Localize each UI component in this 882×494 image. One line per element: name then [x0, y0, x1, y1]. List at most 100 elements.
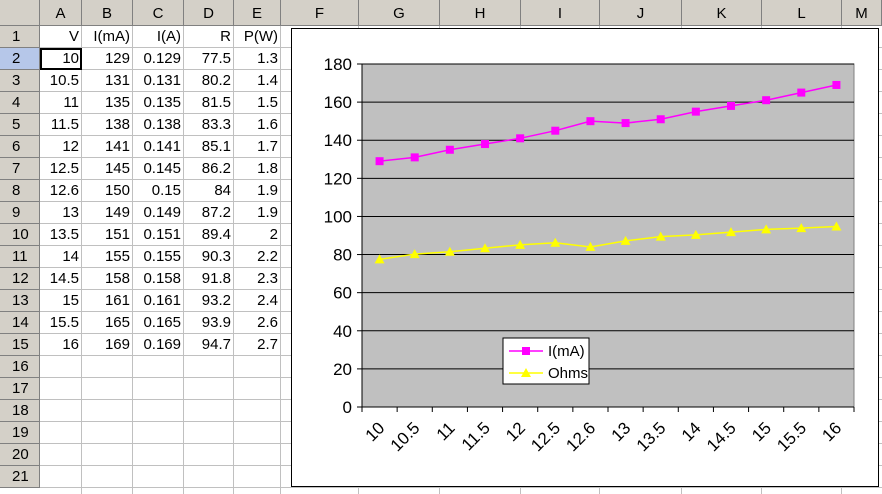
- column-header-l[interactable]: L: [762, 0, 842, 26]
- row-header-1[interactable]: 1: [0, 26, 40, 48]
- table-cell[interactable]: 165: [104, 314, 130, 331]
- table-cell[interactable]: 10: [62, 50, 79, 67]
- table-cell[interactable]: 129: [104, 50, 130, 67]
- row-header-10[interactable]: 10: [0, 224, 40, 246]
- table-cell[interactable]: 2.2: [257, 248, 278, 265]
- column-header-k[interactable]: K: [682, 0, 762, 26]
- table-cell[interactable]: 135: [104, 94, 130, 111]
- column-header-e[interactable]: E: [234, 0, 281, 26]
- table-cell[interactable]: 12: [62, 138, 79, 155]
- table-cell[interactable]: 169: [104, 336, 130, 353]
- table-cell[interactable]: 1.8: [257, 160, 278, 177]
- row-header-19[interactable]: 19: [0, 422, 40, 444]
- table-cell[interactable]: 131: [104, 72, 130, 89]
- table-header-cell[interactable]: V: [68, 28, 79, 45]
- table-cell[interactable]: 1.5: [257, 94, 278, 111]
- select-all-corner[interactable]: [0, 0, 40, 26]
- row-header-13[interactable]: 13: [0, 290, 40, 312]
- column-header-b[interactable]: B: [82, 0, 133, 26]
- table-cell[interactable]: 81.5: [201, 94, 231, 111]
- table-cell[interactable]: 0.158: [143, 270, 181, 287]
- table-cell[interactable]: 10.5: [49, 72, 79, 89]
- table-header-cell[interactable]: R: [220, 28, 231, 45]
- table-cell[interactable]: 15: [62, 292, 79, 309]
- table-cell[interactable]: 87.2: [201, 204, 231, 221]
- table-cell[interactable]: 11: [63, 94, 79, 111]
- table-cell[interactable]: 2.7: [257, 336, 278, 353]
- column-header-i[interactable]: I: [521, 0, 600, 26]
- table-cell[interactable]: 0.131: [143, 72, 181, 89]
- table-cell[interactable]: 80.2: [201, 72, 231, 89]
- table-cell[interactable]: 2.6: [257, 314, 278, 331]
- table-cell[interactable]: 0.149: [143, 204, 181, 221]
- table-cell[interactable]: 155: [104, 248, 130, 265]
- row-header-12[interactable]: 12: [0, 268, 40, 290]
- table-cell[interactable]: 15.5: [49, 314, 79, 331]
- column-header-m[interactable]: M: [842, 0, 882, 26]
- row-header-15[interactable]: 15: [0, 334, 40, 356]
- row-header-20[interactable]: 20: [0, 444, 40, 466]
- table-cell[interactable]: 11.5: [50, 116, 79, 133]
- row-header-14[interactable]: 14: [0, 312, 40, 334]
- table-cell[interactable]: 12.5: [49, 160, 79, 177]
- table-cell[interactable]: 1.3: [257, 50, 278, 67]
- table-cell[interactable]: 16: [62, 336, 79, 353]
- row-header-16[interactable]: 16: [0, 356, 40, 378]
- table-cell[interactable]: 1.6: [257, 116, 278, 133]
- table-cell[interactable]: 2: [269, 226, 278, 243]
- table-cell[interactable]: 149: [104, 204, 130, 221]
- table-cell[interactable]: 0.135: [143, 94, 181, 111]
- table-cell[interactable]: 85.1: [201, 138, 231, 155]
- column-header-g[interactable]: G: [359, 0, 440, 26]
- table-cell[interactable]: 93.2: [201, 292, 231, 309]
- table-cell[interactable]: 0.145: [143, 160, 181, 177]
- row-header-18[interactable]: 18: [0, 400, 40, 422]
- row-header-8[interactable]: 8: [0, 180, 40, 202]
- table-cell[interactable]: 1.9: [257, 182, 278, 199]
- table-cell[interactable]: 1.9: [257, 204, 278, 221]
- table-cell[interactable]: 0.129: [143, 50, 181, 67]
- table-cell[interactable]: 0.165: [143, 314, 181, 331]
- table-cell[interactable]: 151: [104, 226, 130, 243]
- table-cell[interactable]: 2.3: [257, 270, 278, 287]
- table-cell[interactable]: 158: [104, 270, 130, 287]
- table-cell[interactable]: 86.2: [201, 160, 231, 177]
- table-cell[interactable]: 89.4: [201, 226, 231, 243]
- table-header-cell[interactable]: I(mA): [93, 28, 130, 45]
- row-header-5[interactable]: 5: [0, 114, 40, 136]
- table-cell[interactable]: 91.8: [201, 270, 231, 287]
- row-header-7[interactable]: 7: [0, 158, 40, 180]
- table-cell[interactable]: 12.6: [49, 182, 79, 199]
- table-cell[interactable]: 93.9: [201, 314, 231, 331]
- row-header-11[interactable]: 11: [0, 246, 40, 268]
- table-cell[interactable]: 0.15: [151, 182, 181, 199]
- embedded-chart[interactable]: 0 20 40 60 80 100 120 140 160 180 10 10.5 11 11.5 12 12…: [291, 28, 879, 487]
- row-header-9[interactable]: 9: [0, 202, 40, 224]
- table-cell[interactable]: 150: [104, 182, 130, 199]
- table-cell[interactable]: 14.5: [49, 270, 79, 287]
- table-cell[interactable]: 14: [62, 248, 79, 265]
- table-cell[interactable]: 0.169: [143, 336, 181, 353]
- column-header-j[interactable]: J: [600, 0, 682, 26]
- table-header-cell[interactable]: I(A): [156, 28, 181, 45]
- column-header-h[interactable]: H: [440, 0, 521, 26]
- table-header-cell[interactable]: P(W): [243, 28, 278, 45]
- row-header-6[interactable]: 6: [0, 136, 40, 158]
- table-cell[interactable]: 1.7: [257, 138, 278, 155]
- row-header-2[interactable]: 2: [0, 48, 40, 70]
- row-header-21[interactable]: 21: [0, 466, 40, 488]
- table-cell[interactable]: 84: [214, 182, 231, 199]
- column-header-a[interactable]: A: [40, 0, 82, 26]
- table-cell[interactable]: 145: [104, 160, 130, 177]
- table-cell[interactable]: 138: [104, 116, 130, 133]
- column-header-f[interactable]: F: [281, 0, 359, 26]
- table-cell[interactable]: 0.161: [143, 292, 181, 309]
- column-header-c[interactable]: C: [133, 0, 184, 26]
- table-cell[interactable]: 1.4: [257, 72, 278, 89]
- table-cell[interactable]: 141: [104, 138, 130, 155]
- table-cell[interactable]: 0.138: [143, 116, 181, 133]
- table-cell[interactable]: 0.151: [143, 226, 181, 243]
- row-header-3[interactable]: 3: [0, 70, 40, 92]
- row-header-4[interactable]: 4: [0, 92, 40, 114]
- table-cell[interactable]: 2.4: [257, 292, 278, 309]
